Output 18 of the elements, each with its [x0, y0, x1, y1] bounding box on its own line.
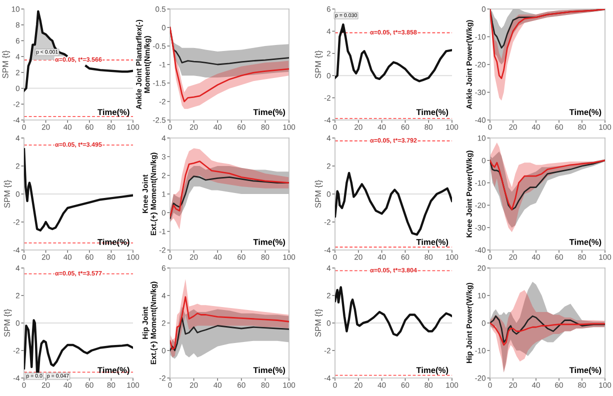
x-axis-title: Time(%)	[569, 108, 602, 117]
y-axis-title: SPM {t}	[314, 180, 323, 208]
y-axis-title: SPM {t}	[4, 180, 12, 208]
y-axis-title: SPM {t}	[314, 309, 323, 337]
x-axis-title: Time(%)	[416, 238, 448, 247]
y-axis-title: SPM {t}	[2, 50, 10, 78]
y-axis-title: SPM {t}	[4, 309, 12, 337]
x-axis-title: Time(%)	[569, 238, 602, 247]
x-axis-title: Time(%)	[98, 108, 130, 117]
x-axis-title: Time(%)	[98, 366, 130, 375]
x-axis-title: Time(%)	[569, 366, 602, 375]
x-axis-title: Time(%)	[416, 366, 448, 375]
x-axis-title: Time(%)	[253, 238, 286, 247]
y-axis-title: SPM {t}	[314, 50, 323, 78]
x-axis-title: Time(%)	[253, 366, 286, 375]
x-axis-title: Time(%)	[416, 108, 448, 117]
x-axis-title: Time(%)	[253, 108, 286, 117]
x-axis-title: Time(%)	[98, 238, 130, 247]
